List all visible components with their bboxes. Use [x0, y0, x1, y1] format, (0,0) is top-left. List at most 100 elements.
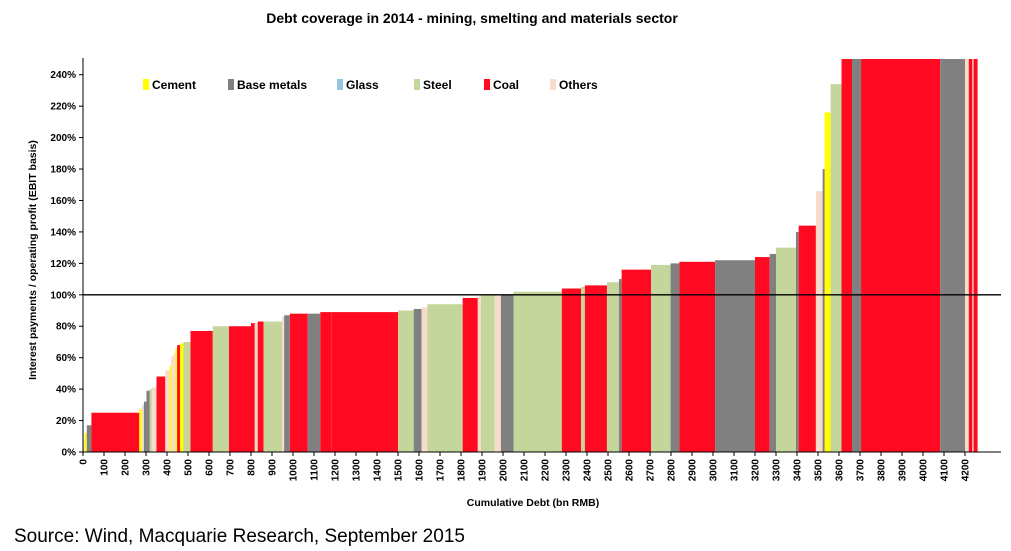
bar-base-metals-62 [852, 59, 862, 452]
bar-steel-45 [606, 282, 619, 452]
legend-swatch-cement [143, 79, 149, 90]
legend-label-base-metals: Base metals [237, 78, 307, 92]
bar-coal-50 [679, 261, 716, 452]
legend-label-others: Others [559, 78, 598, 92]
bar-steel-43 [581, 286, 585, 452]
bar-coal-16 [177, 345, 181, 452]
x-tick-label: 4000 [919, 459, 930, 482]
x-tick-label: 400 [163, 459, 174, 476]
bar-base-metals-27 [284, 315, 290, 452]
bar-cement-12 [169, 365, 172, 452]
axes-group: 0% 20% 40% 60% 80% 100% 120% 140% 160% 180% 200% 22… [50, 58, 1001, 481]
x-tick-label: 800 [247, 459, 258, 476]
x-tick-label: 2800 [667, 459, 678, 482]
legend: Cement Base metals Glass Steel Coal Others [143, 78, 598, 92]
bar-others-26 [282, 316, 285, 452]
legend-swatch-base-metals [228, 79, 234, 90]
bar-coal-66 [968, 59, 973, 452]
bar-steel-18 [183, 341, 191, 452]
bar-coal-36 [462, 297, 478, 452]
bar-others-65 [965, 59, 969, 452]
bar-others-0 [83, 439, 85, 452]
y-tick-label: 60% [56, 353, 76, 364]
bar-coal-21 [228, 326, 251, 452]
x-tick-label: 1000 [289, 459, 300, 482]
chart-title: Debt coverage in 2014 - mining, smelting… [266, 10, 678, 26]
x-tick-label: 3800 [877, 459, 888, 482]
bar-coal-31 [331, 312, 398, 452]
bar-coal-3 [91, 412, 140, 452]
y-tick-label: 20% [56, 416, 76, 427]
bar-base-metals-40 [500, 294, 514, 452]
x-tick-label: 2200 [541, 459, 552, 482]
bar-steel-20 [212, 326, 229, 452]
y-tick-label: 180% [50, 165, 76, 176]
bar-others-9 [151, 387, 157, 452]
x-tick-label: 3300 [772, 459, 783, 482]
x-tick-label: 1800 [457, 459, 468, 482]
x-tick-label: 2000 [499, 459, 510, 482]
x-tick-label: 600 [205, 459, 216, 476]
legend-swatch-steel [414, 79, 420, 90]
bar-steel-60 [830, 84, 842, 453]
x-tick-label: 3600 [835, 459, 846, 482]
bar-steel-25 [263, 321, 283, 452]
bar-coal-61 [841, 59, 853, 452]
x-tick-label: 500 [184, 459, 195, 476]
bar-base-metals-64 [940, 59, 965, 452]
bar-others-37 [477, 296, 481, 452]
x-tick-label: 3500 [814, 459, 825, 482]
bar-steel-54 [776, 247, 796, 452]
bar-coal-42 [561, 288, 582, 452]
x-axis-label: Cumulative Debt (bn RMB) [467, 497, 599, 509]
y-tick-label: 240% [50, 70, 76, 81]
bar-base-metals-2 [86, 425, 92, 452]
bar-others-13 [171, 356, 174, 452]
bar-base-metals-29 [307, 313, 321, 452]
x-tick-label: 1900 [478, 459, 489, 482]
bar-steel-41 [513, 291, 562, 452]
x-tick-label: 1400 [373, 459, 384, 482]
bar-cement-1 [84, 433, 87, 452]
bar-coal-44 [584, 285, 607, 452]
x-tick-label: 300 [142, 459, 153, 476]
y-tick-label: 0% [62, 448, 77, 459]
x-tick-label: 2400 [583, 459, 594, 482]
y-tick-label: 40% [56, 385, 76, 396]
x-tick-label: 100 [100, 459, 111, 476]
x-tick-label: 2300 [562, 459, 573, 482]
bar-coal-22 [251, 323, 255, 452]
bar-others-14 [173, 352, 176, 452]
bar-cement-59 [824, 112, 831, 452]
x-tick-label: 900 [268, 459, 279, 476]
x-tick-label: 0 [79, 459, 90, 465]
x-tick-label: 1700 [436, 459, 447, 482]
bar-cement-4 [139, 409, 142, 452]
x-tick-label: 4100 [940, 459, 951, 482]
x-tick-label: 1200 [331, 459, 342, 482]
x-tick-label: 3400 [793, 459, 804, 482]
source-note: Source: Wind, Macquarie Research, Septem… [14, 526, 465, 547]
x-tick-label: 1500 [394, 459, 405, 482]
bar-cement-15 [175, 348, 178, 452]
bar-others-5 [141, 404, 144, 452]
bar-coal-47 [621, 269, 652, 452]
bar-others-57 [815, 191, 823, 453]
y-tick-label: 220% [50, 102, 76, 113]
x-tick-label: 2500 [604, 459, 615, 482]
x-tick-label: 1600 [415, 459, 426, 482]
bar-coal-56 [798, 225, 816, 452]
x-tick-label: 200 [121, 459, 132, 476]
bar-coal-28 [289, 313, 308, 452]
bar-others-23 [254, 323, 258, 452]
x-tick-label: 700 [226, 459, 237, 476]
bar-others-34 [421, 307, 428, 452]
y-axis-label: Interest payments / operating profit (EB… [27, 140, 39, 380]
legend-swatch-others [550, 79, 556, 90]
x-tick-label: 1100 [310, 459, 321, 481]
bar-coal-52 [755, 257, 770, 452]
y-tick-label: 100% [50, 290, 76, 301]
bar-base-metals-53 [769, 253, 776, 452]
x-tick-label: 3000 [709, 459, 720, 482]
